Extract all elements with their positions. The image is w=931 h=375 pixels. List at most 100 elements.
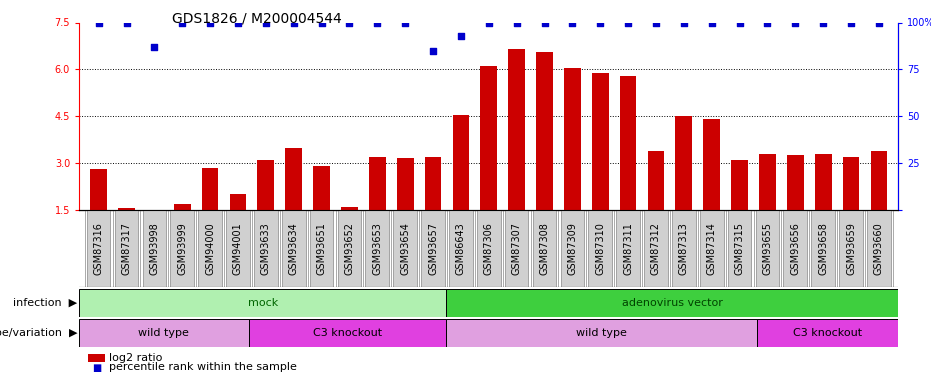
FancyBboxPatch shape xyxy=(115,210,139,287)
Text: GSM94000: GSM94000 xyxy=(205,222,215,275)
Text: wild type: wild type xyxy=(139,328,189,338)
Point xyxy=(843,20,858,26)
Point xyxy=(370,20,385,26)
FancyBboxPatch shape xyxy=(505,210,529,287)
Bar xyxy=(313,166,330,210)
Bar xyxy=(536,52,553,210)
Bar xyxy=(703,119,720,210)
Text: GSM87310: GSM87310 xyxy=(595,222,605,275)
Point xyxy=(231,20,246,26)
Bar xyxy=(446,319,757,347)
Bar xyxy=(592,72,609,210)
Bar xyxy=(397,158,413,210)
FancyBboxPatch shape xyxy=(728,210,751,287)
Point xyxy=(398,20,412,26)
Text: C3 knockout: C3 knockout xyxy=(793,328,862,338)
Text: GSM93657: GSM93657 xyxy=(428,222,439,275)
FancyBboxPatch shape xyxy=(533,210,557,287)
FancyBboxPatch shape xyxy=(254,210,277,287)
Point xyxy=(816,20,830,26)
FancyBboxPatch shape xyxy=(839,210,863,287)
Bar xyxy=(480,66,497,210)
Bar xyxy=(249,319,446,347)
Point xyxy=(286,20,301,26)
Text: GSM87317: GSM87317 xyxy=(122,222,131,275)
FancyBboxPatch shape xyxy=(142,210,167,287)
Text: mock: mock xyxy=(248,298,277,308)
Text: GSM93659: GSM93659 xyxy=(846,222,856,275)
Text: GDS1826 / M200004544: GDS1826 / M200004544 xyxy=(172,11,342,25)
Point xyxy=(649,20,664,26)
Bar xyxy=(285,147,302,210)
Point xyxy=(677,20,692,26)
Text: GSM87309: GSM87309 xyxy=(567,222,577,275)
Point xyxy=(453,33,468,39)
Text: GSM87312: GSM87312 xyxy=(651,222,661,275)
Bar xyxy=(174,204,191,210)
Point xyxy=(788,20,803,26)
Point xyxy=(175,20,190,26)
Text: GSM87316: GSM87316 xyxy=(94,222,103,275)
Point xyxy=(259,20,274,26)
Bar xyxy=(446,289,898,317)
Text: adenovirus vector: adenovirus vector xyxy=(622,298,722,308)
FancyBboxPatch shape xyxy=(644,210,668,287)
Text: GSM87311: GSM87311 xyxy=(623,222,633,275)
Bar xyxy=(564,68,581,210)
FancyBboxPatch shape xyxy=(700,210,723,287)
Bar xyxy=(258,160,275,210)
Text: GSM93633: GSM93633 xyxy=(261,222,271,275)
Bar xyxy=(79,289,446,317)
Point xyxy=(593,20,608,26)
Text: GSM86643: GSM86643 xyxy=(456,222,466,275)
Text: infection  ▶: infection ▶ xyxy=(13,298,77,308)
Bar xyxy=(620,76,637,210)
Bar xyxy=(870,151,887,210)
Bar xyxy=(452,115,469,210)
Point xyxy=(147,44,162,50)
Text: GSM94001: GSM94001 xyxy=(233,222,243,275)
Text: GSM87315: GSM87315 xyxy=(735,222,745,275)
Point xyxy=(314,20,329,26)
Point xyxy=(91,20,106,26)
Bar xyxy=(731,160,748,210)
Text: GSM93660: GSM93660 xyxy=(874,222,884,275)
Bar xyxy=(757,319,898,347)
Point xyxy=(760,20,775,26)
FancyBboxPatch shape xyxy=(226,210,250,287)
FancyBboxPatch shape xyxy=(588,210,612,287)
Point xyxy=(481,20,496,26)
Point xyxy=(871,20,886,26)
Bar xyxy=(341,207,358,210)
Bar xyxy=(759,154,776,210)
Bar xyxy=(90,170,107,210)
Text: GSM87313: GSM87313 xyxy=(679,222,689,275)
Text: GSM93999: GSM93999 xyxy=(177,222,187,275)
Text: GSM87307: GSM87307 xyxy=(512,222,521,275)
Bar xyxy=(508,49,525,210)
Bar xyxy=(369,157,385,210)
FancyBboxPatch shape xyxy=(87,210,111,287)
Point xyxy=(621,20,636,26)
Text: GSM93653: GSM93653 xyxy=(372,222,383,275)
Text: GSM87308: GSM87308 xyxy=(539,222,549,275)
Point xyxy=(704,20,719,26)
FancyBboxPatch shape xyxy=(811,210,835,287)
Point xyxy=(119,20,134,26)
Bar xyxy=(230,194,247,210)
Point xyxy=(509,20,524,26)
FancyBboxPatch shape xyxy=(616,210,640,287)
Point xyxy=(537,20,552,26)
Point xyxy=(425,48,440,54)
Point xyxy=(342,20,357,26)
Bar xyxy=(648,151,665,210)
Point xyxy=(203,20,218,26)
FancyBboxPatch shape xyxy=(366,210,389,287)
FancyBboxPatch shape xyxy=(867,210,891,287)
Text: GSM87306: GSM87306 xyxy=(484,222,493,275)
FancyBboxPatch shape xyxy=(672,210,695,287)
FancyBboxPatch shape xyxy=(282,210,305,287)
FancyBboxPatch shape xyxy=(338,210,361,287)
Bar xyxy=(676,116,693,210)
Text: wild type: wild type xyxy=(576,328,627,338)
